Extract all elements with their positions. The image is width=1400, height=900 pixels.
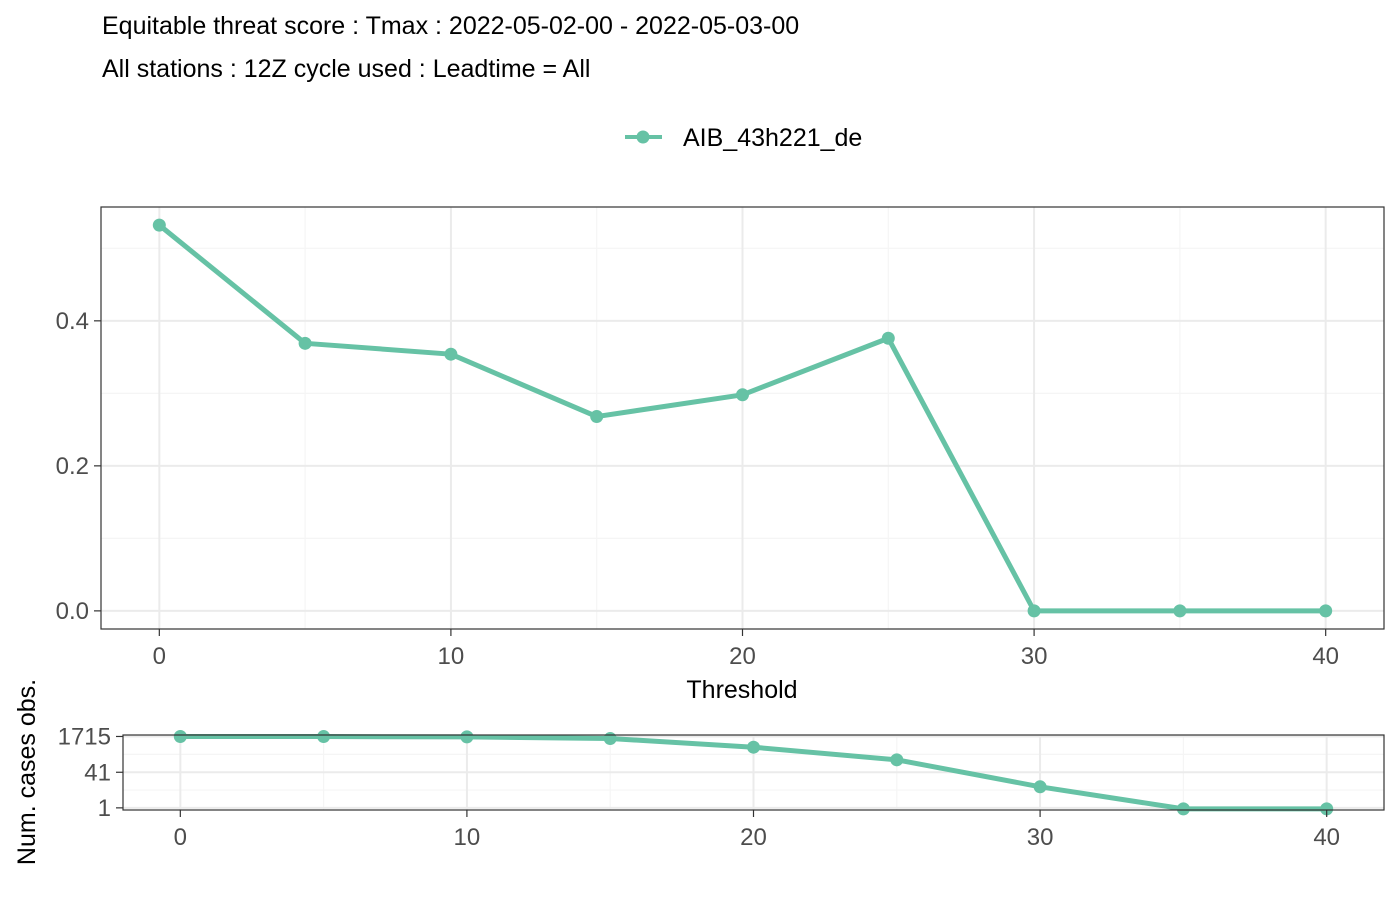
x-tick-label: 10 [438,643,465,670]
data-point [298,336,312,350]
main-grid [101,207,1384,629]
x-tick-label: 30 [1021,643,1048,670]
y-tick-label: 41 [84,759,111,786]
y-tick-label: 0.4 [56,308,89,335]
cases-y-axis: 1 41 1715 [58,723,123,822]
main-y-axis: 0.0 0.2 0.4 [56,308,101,625]
cases-y-axis-title: Num. cases obs. [13,679,41,865]
cases-data-point [173,729,187,743]
data-point [152,218,166,232]
legend-label: AIB_43h221_de [683,124,862,152]
x-axis-title: Threshold [686,676,797,704]
cases-data-point [747,740,760,754]
data-point [1027,604,1041,618]
x-tick-label: 30 [1027,824,1054,851]
x-tick-label: 40 [1313,824,1340,851]
data-point [1319,604,1333,618]
chart-title: Equitable threat score : Tmax : 2022-05-… [102,12,799,40]
x-tick-label: 0 [153,643,166,670]
main-x-axis: 0 10 20 30 40 [153,629,1339,670]
main-plot-panel: 0 10 20 30 40 0.0 0.2 0.4 [56,206,1385,670]
x-tick-label: 40 [1312,643,1339,670]
data-point [736,388,749,402]
chart-subtitle: All stations : 12Z cycle used : Leadtime… [102,55,590,83]
data-point [590,410,604,424]
y-tick-label: 0.2 [56,453,89,480]
cases-data-point [1320,802,1334,816]
cases-data-point [1176,802,1190,816]
cases-data-point [603,732,617,746]
data-point [881,331,895,345]
main-series [152,218,1333,618]
x-tick-label: 10 [454,824,481,851]
cases-data-point [317,730,331,744]
x-tick-label: 20 [740,824,767,851]
legend-dot-icon [636,130,650,144]
cases-x-axis: 0 10 20 30 40 [174,810,1340,851]
cases-plot-panel: 0 10 20 30 40 1 41 1715 [58,723,1385,851]
cases-data-point [890,753,904,767]
x-tick-label: 20 [729,643,756,670]
y-tick-label: 1 [98,795,111,822]
data-point [1173,604,1187,618]
cases-data-point [460,730,474,744]
y-tick-label: 1715 [58,723,111,750]
legend: AIB_43h221_de [625,124,862,152]
data-point [444,347,458,361]
cases-series [173,729,1334,816]
x-tick-label: 0 [174,824,187,851]
y-tick-label: 0.0 [56,598,89,625]
cases-data-point [1033,780,1047,794]
